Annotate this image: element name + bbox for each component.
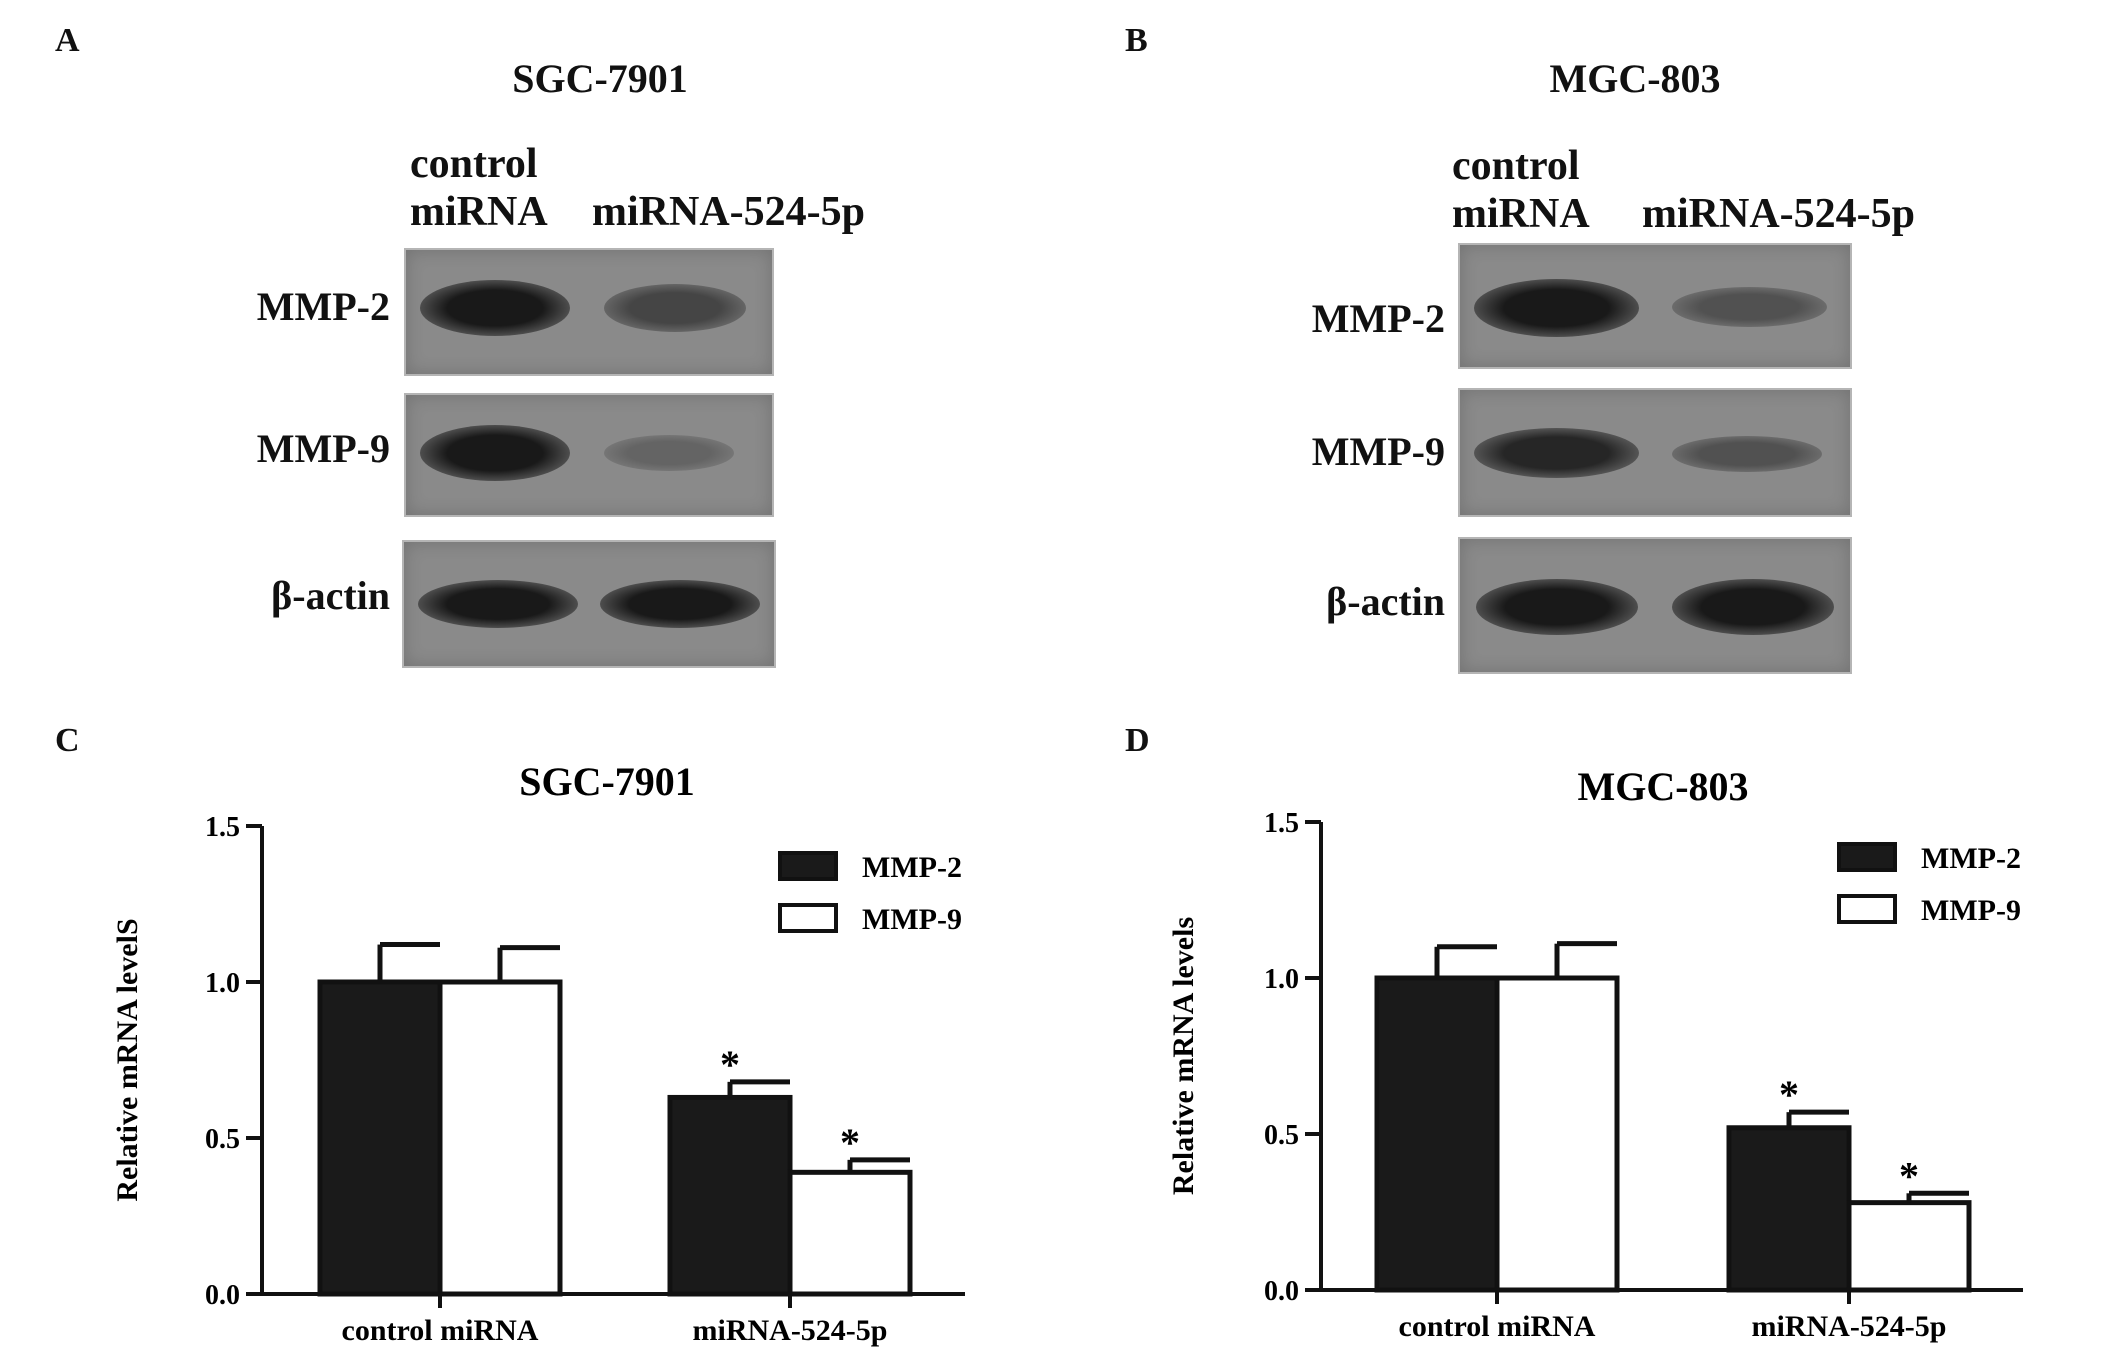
significance-marker: * (840, 1120, 860, 1165)
y-axis-label: Relative mRNA levelS (111, 918, 144, 1201)
band-control (420, 425, 570, 481)
y-tick-label: 0.5 (1264, 1120, 1299, 1151)
lane-label-treated: miRNA-524-5p (592, 189, 865, 235)
y-tick-label: 1.5 (1264, 808, 1299, 839)
band-treated (1672, 436, 1822, 472)
blot-strip-mmp9 (1458, 388, 1852, 517)
bar-mmp-9 (1846, 1200, 1972, 1293)
x-tick-label: control miRNA (1399, 1310, 1596, 1343)
y-tick-label: 0.0 (205, 1280, 240, 1311)
significance-marker: * (1899, 1153, 1919, 1198)
band-treated (604, 435, 734, 471)
blot-title-a: SGC-7901 (512, 56, 688, 101)
panel-letter-b: B (1125, 22, 1148, 59)
x-tick-label: miRNA-524-5p (1752, 1310, 1947, 1343)
band-treated (1672, 579, 1834, 635)
chart-title: MGC-803 (1577, 764, 1748, 809)
lane-label-control-line1: control (1452, 143, 1580, 189)
x-tick-label: control miRNA (342, 1314, 539, 1347)
bar-mmp-2 (667, 1094, 793, 1297)
bar-mmp-9 (437, 979, 563, 1297)
panel-letter-c: C (55, 722, 80, 759)
significance-marker: * (720, 1042, 740, 1087)
lane-label-control-line1: control (410, 141, 538, 187)
chart-title: SGC-7901 (519, 759, 695, 804)
y-tick-label: 1.0 (1264, 964, 1299, 995)
blot-strip-mmp2 (1458, 243, 1852, 369)
legend-swatch-mmp-9 (778, 903, 838, 933)
band-treated (1672, 287, 1827, 327)
y-tick-label: 0.0 (1264, 1276, 1299, 1307)
legend-swatch-mmp-9 (1837, 894, 1897, 924)
panel-letter-a: A (55, 22, 80, 59)
band-treated (600, 580, 760, 628)
legend-label-mmp-9: MMP-9 (1921, 894, 2021, 927)
row-label-mmp9: MMP-9 (256, 426, 390, 471)
band-treated (604, 284, 746, 332)
band-control (1474, 279, 1639, 337)
y-tick-label: 1.5 (205, 812, 240, 843)
bar-chart-c: SGC-7901 Relative mRNA levelS 0.0 0.5 1.0 1.5… (111, 759, 965, 1347)
row-label-mmp2: MMP-2 (1311, 296, 1445, 341)
blot-strip-mmp9 (404, 393, 774, 517)
significance-marker: * (1779, 1072, 1799, 1117)
blot-strip-beta-actin (1458, 537, 1852, 674)
blot-title-b: MGC-803 (1549, 56, 1721, 101)
band-control (1474, 428, 1639, 478)
bar-mmp-9 (1494, 975, 1620, 1293)
row-label-beta-actin: β-actin (271, 573, 390, 618)
band-control (1476, 579, 1638, 635)
bar-mmp-9 (787, 1169, 913, 1297)
lane-label-control-line2: miRNA (1452, 191, 1590, 237)
x-tick-label: miRNA-524-5p (693, 1314, 888, 1347)
lane-label-treated: miRNA-524-5p (1642, 191, 1915, 237)
row-label-mmp9: MMP-9 (1311, 429, 1445, 474)
y-tick-label: 1.0 (205, 968, 240, 999)
legend-label-mmp-2: MMP-2 (862, 851, 962, 884)
lane-label-control-line2: miRNA (410, 189, 548, 235)
bar-mmp-2 (317, 979, 443, 1297)
bar-chart-d: MGC-803 Relative mRNA levels 0.0 0.5 1.0 1.5 c… (1167, 764, 2023, 1343)
y-axis-label: Relative mRNA levels (1167, 917, 1200, 1195)
blot-strip-beta-actin (402, 540, 776, 668)
legend-swatch-mmp-2 (778, 851, 838, 881)
band-control (420, 280, 570, 336)
legend-label-mmp-9: MMP-9 (862, 903, 962, 936)
bar-mmp-2 (1374, 975, 1500, 1293)
panel-letter-d: D (1125, 722, 1150, 759)
legend-label-mmp-2: MMP-2 (1921, 842, 2021, 875)
blot-strip-mmp2 (404, 248, 774, 376)
row-label-mmp2: MMP-2 (256, 284, 390, 329)
row-label-beta-actin: β-actin (1326, 579, 1445, 624)
legend-swatch-mmp-2 (1837, 842, 1897, 872)
y-tick-label: 0.5 (205, 1124, 240, 1155)
band-control (418, 580, 578, 628)
bar-mmp-2 (1726, 1125, 1852, 1293)
